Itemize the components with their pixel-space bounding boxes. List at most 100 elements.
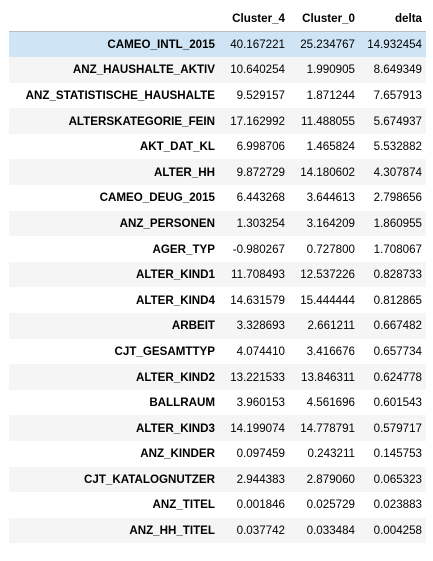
table-row: ANZ_STATISTISCHE_HAUSHALTE 9.529157 1.87… xyxy=(9,83,426,109)
cell-cluster-4: 40.167221 xyxy=(230,38,285,52)
table-row: CAMEO_INTL_2015 40.167221 25.234767 14.9… xyxy=(9,31,426,58)
cell-cluster-4: 14.199074 xyxy=(230,421,285,435)
cell-delta: 0.023883 xyxy=(373,498,422,512)
cell-delta: 5.532882 xyxy=(373,140,422,154)
table-row: ANZ_PERSONEN 1.303254 3.164209 1.860955 xyxy=(9,210,426,237)
index-header xyxy=(9,6,219,32)
row-label: ALTERSKATEGORIE_FEIN xyxy=(68,114,215,128)
cell-delta: 0.657734 xyxy=(373,344,422,358)
cell-cluster-0: 1.465824 xyxy=(306,140,355,154)
cell-delta: 0.667482 xyxy=(373,319,422,333)
cell-delta: 14.932454 xyxy=(367,38,422,52)
row-label: BALLRAUM xyxy=(149,396,215,410)
row-label: ANZ_HAUSHALTE_AKTIV xyxy=(72,63,215,77)
row-label: CAMEO_INTL_2015 xyxy=(107,38,215,52)
cell-delta: 0.601543 xyxy=(373,396,422,410)
cell-cluster-4: 2.944383 xyxy=(236,472,285,486)
row-label: ANZ_TITEL xyxy=(152,498,215,512)
cell-delta: 5.674937 xyxy=(373,114,422,128)
table-row: AGER_TYP -0.980267 0.727800 1.708067 xyxy=(9,236,426,262)
cell-delta: 1.708067 xyxy=(373,242,422,256)
cell-cluster-4: 0.097459 xyxy=(236,447,285,461)
cell-cluster-0: 11.488055 xyxy=(301,114,355,128)
cell-delta: 0.145753 xyxy=(373,447,422,461)
row-label: ALTER_KIND1 xyxy=(135,268,215,282)
cell-delta: 0.812865 xyxy=(373,293,422,307)
row-label: CJT_KATALOGNUTZER xyxy=(84,472,215,486)
row-label: ALTER_KIND3 xyxy=(135,421,215,435)
cell-delta: 2.798656 xyxy=(373,191,422,205)
cell-cluster-4: 6.443268 xyxy=(236,191,285,205)
cell-cluster-0: 2.661211 xyxy=(307,319,356,333)
cell-cluster-0: 25.234767 xyxy=(300,38,355,52)
table-row: ALTER_KIND1 11.708493 12.537226 0.828733 xyxy=(9,261,426,288)
row-label: CJT_GESAMTTYP xyxy=(114,344,216,358)
cell-delta: 8.649349 xyxy=(373,63,422,77)
cell-delta: 4.307874 xyxy=(373,165,422,179)
cell-cluster-4: 11.708493 xyxy=(231,268,285,282)
cell-delta: 7.657913 xyxy=(373,88,422,102)
cell-cluster-0: 3.416676 xyxy=(306,344,355,358)
cell-cluster-4: 9.529157 xyxy=(236,88,285,102)
cell-cluster-4: 13.221533 xyxy=(230,370,285,384)
cell-cluster-0: 0.033484 xyxy=(306,524,355,538)
table-row: ALTERSKATEGORIE_FEIN 17.162992 11.488055… xyxy=(9,108,426,134)
cell-cluster-4: 10.640254 xyxy=(230,63,285,77)
table-header: Cluster_4 Cluster_0 delta xyxy=(9,6,426,32)
cell-cluster-0: 14.778791 xyxy=(300,421,355,435)
row-label: ALTER_HH xyxy=(154,165,215,179)
row-label: ANZ_STATISTISCHE_HAUSHALTE xyxy=(25,88,215,102)
row-label: ANZ_PERSONEN xyxy=(119,216,215,230)
cell-cluster-0: 3.644613 xyxy=(306,191,355,205)
cell-cluster-0: 0.025729 xyxy=(306,498,355,512)
cell-cluster-4: 3.328693 xyxy=(236,319,285,333)
table-row: CAMEO_DEUG_2015 6.443268 3.644613 2.7986… xyxy=(9,185,426,211)
row-label: ARBEIT xyxy=(171,319,215,333)
table-row: ANZ_KINDER 0.097459 0.243211 0.145753 xyxy=(9,441,426,467)
cell-delta: 0.828733 xyxy=(373,268,422,282)
cell-cluster-4: 4.074410 xyxy=(236,344,285,358)
cell-cluster-4: 1.303254 xyxy=(236,216,285,230)
cell-cluster-0: 2.879060 xyxy=(306,472,355,486)
cell-cluster-0: 4.561696 xyxy=(306,396,355,410)
cell-delta: 0.065323 xyxy=(373,472,422,486)
table-row: ALTER_HH 9.872729 14.180602 4.307874 xyxy=(9,159,426,186)
header-row: Cluster_4 Cluster_0 delta xyxy=(9,6,426,32)
cell-cluster-0: 0.727800 xyxy=(306,242,355,256)
row-label: ANZ_KINDER xyxy=(140,447,215,461)
table-row: AKT_DAT_KL 6.998706 1.465824 5.532882 xyxy=(9,134,426,160)
row-label: ALTER_KIND2 xyxy=(135,370,215,384)
table-row: ALTER_KIND3 14.199074 14.778791 0.579717 xyxy=(9,415,426,441)
table-row: ANZ_HAUSHALTE_AKTIV 10.640254 1.990905 8… xyxy=(9,57,426,83)
row-label: CAMEO_DEUG_2015 xyxy=(99,191,215,205)
cell-cluster-4: -0.980267 xyxy=(232,242,285,256)
table-row: CJT_KATALOGNUTZER 2.944383 2.879060 0.06… xyxy=(9,466,426,493)
cell-cluster-0: 3.164209 xyxy=(306,216,355,230)
row-label: ANZ_HH_TITEL xyxy=(129,524,215,538)
cell-cluster-4: 6.998706 xyxy=(236,140,285,154)
cell-cluster-4: 9.872729 xyxy=(236,165,285,179)
table-row: CJT_GESAMTTYP 4.074410 3.416676 0.657734 xyxy=(9,339,426,365)
table-body: CAMEO_INTL_2015 40.167221 25.234767 14.9… xyxy=(9,31,426,544)
table-row: ALTER_KIND2 13.221533 13.846311 0.624778 xyxy=(9,364,426,390)
cell-cluster-0: 15.444444 xyxy=(300,293,355,307)
cell-cluster-4: 0.001846 xyxy=(236,498,285,512)
cell-cluster-4: 14.631579 xyxy=(230,293,285,307)
cell-delta: 0.004258 xyxy=(373,524,422,538)
cell-cluster-0: 13.846311 xyxy=(301,370,355,384)
cell-cluster-4: 3.960153 xyxy=(236,396,285,410)
cell-delta: 0.579717 xyxy=(373,421,422,435)
cell-delta: 0.624778 xyxy=(373,370,422,384)
row-label: AGER_TYP xyxy=(152,242,216,256)
row-label: AKT_DAT_KL xyxy=(139,140,215,154)
column-header-delta: delta xyxy=(359,6,426,32)
cell-cluster-4: 17.162992 xyxy=(230,114,285,128)
cell-delta: 1.860955 xyxy=(373,216,422,230)
cell-cluster-0: 12.537226 xyxy=(300,268,355,282)
dataframe-table: Cluster_4 Cluster_0 delta CAMEO_INTL_201… xyxy=(9,6,426,544)
row-label: ALTER_KIND4 xyxy=(135,293,215,307)
table-row: ANZ_TITEL 0.001846 0.025729 0.023883 xyxy=(9,492,426,518)
cell-cluster-0: 1.990905 xyxy=(306,63,355,77)
cell-cluster-0: 14.180602 xyxy=(300,165,355,179)
